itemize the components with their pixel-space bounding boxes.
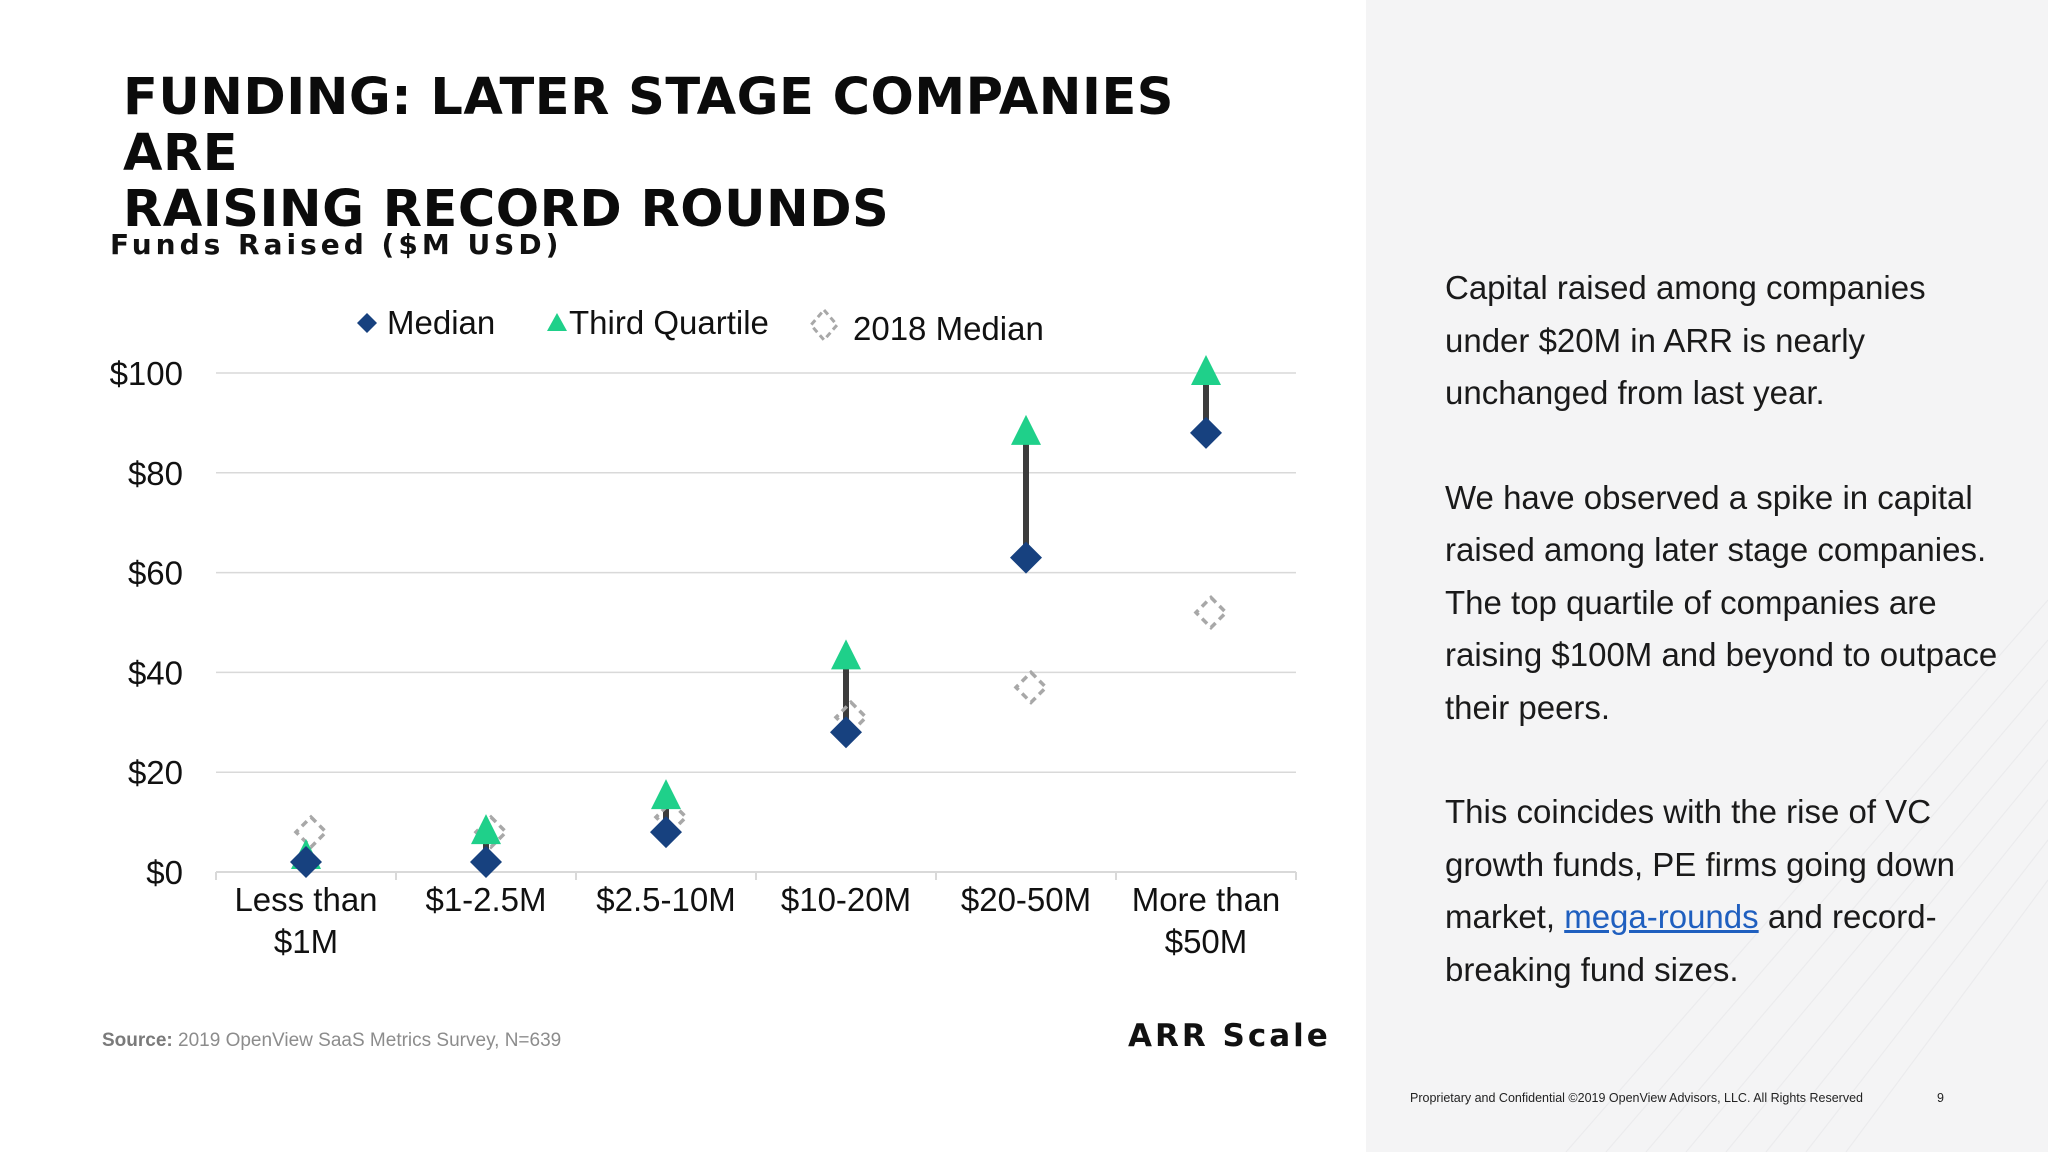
x-tick-label: $20-50M [961,881,1091,918]
legend-q3-label: Third Quartile [569,304,769,341]
y-tick-label: $40 [128,654,183,691]
x-tick-label: $2.5-10M [596,881,735,918]
legend-q3-marker [547,313,567,331]
median-point [1190,416,1222,449]
median-point [1010,541,1042,574]
median-point [290,846,322,879]
third-quartile-point [471,814,501,845]
third-quartile-point [831,639,861,670]
median-2018-point [293,814,329,850]
slide-title-line-1: FUNDING: LATER STAGE COMPANIES ARE [123,68,1175,183]
source-text: 2019 OpenView SaaS Metrics Survey, N=639 [178,1030,562,1051]
right-panel [1366,0,2048,1152]
third-quartile-point [1191,355,1221,385]
x-tick-label: Less than [234,881,377,918]
commentary-p3-before: This coincides with the rise of VC growt… [1445,793,1955,935]
median-point [650,816,682,849]
mega-rounds-link[interactable]: mega-rounds [1564,898,1759,935]
y-tick-label: $20 [128,754,183,791]
source-label: Source: [102,1030,173,1051]
commentary-paragraph-2: We have observed a spike in capital rais… [1445,478,1998,726]
median-point [470,846,502,879]
funding-chart: $0 $20 $40 $60 $80 $100 Less than $1M $1-2.5M $2.… [110,304,1297,960]
legend-2018-marker [809,307,839,343]
y-tick-label: $60 [128,555,183,592]
source-note: Source: 2019 OpenView SaaS Metrics Surve… [102,1030,561,1052]
commentary-paragraph-1: Capital raised among companies under $20… [1445,269,1926,411]
page-number: 9 [1937,1091,1944,1105]
footer-copyright: Proprietary and Confidential ©2019 OpenV… [1410,1091,1863,1105]
third-quartile-point [1011,414,1041,445]
median-point [830,716,862,749]
y-tick-label: $100 [110,355,183,392]
slide-title-line-2: RAISING RECORD ROUNDS [123,180,890,239]
legend-2018-label: 2018 Median [853,310,1044,347]
x-axis-title: ARR Scale [1128,1018,1331,1054]
commentary: Capital raised among companies under $20… [1445,262,2005,1048]
x-tick-label: $10-20M [781,881,911,918]
legend-median-label: Median [387,304,495,341]
x-tick-label: $1M [274,923,338,960]
commentary-p3-after: and record-breaking fund sizes. [1445,898,1937,988]
median-2018-point [473,814,509,850]
legend-median-marker [357,313,377,333]
slide-title: FUNDING: LATER STAGE COMPANIES ARE RAISI… [123,70,1273,238]
x-tick-label: $1-2.5M [425,881,546,918]
third-quartile-point [651,779,681,810]
y-tick-label: $80 [128,455,183,492]
commentary-paragraph-3: This coincides with the rise of VC growt… [1445,786,2005,996]
x-tick-label: More than [1132,881,1281,918]
x-tick-label: $50M [1165,923,1248,960]
y-tick-label: $0 [146,854,183,891]
y-axis-title: Funds Raised ($M USD) [110,228,563,261]
median-2018-point [1193,595,1229,630]
background-stripes [1565,599,2048,1152]
median-2018-point [1013,669,1049,705]
